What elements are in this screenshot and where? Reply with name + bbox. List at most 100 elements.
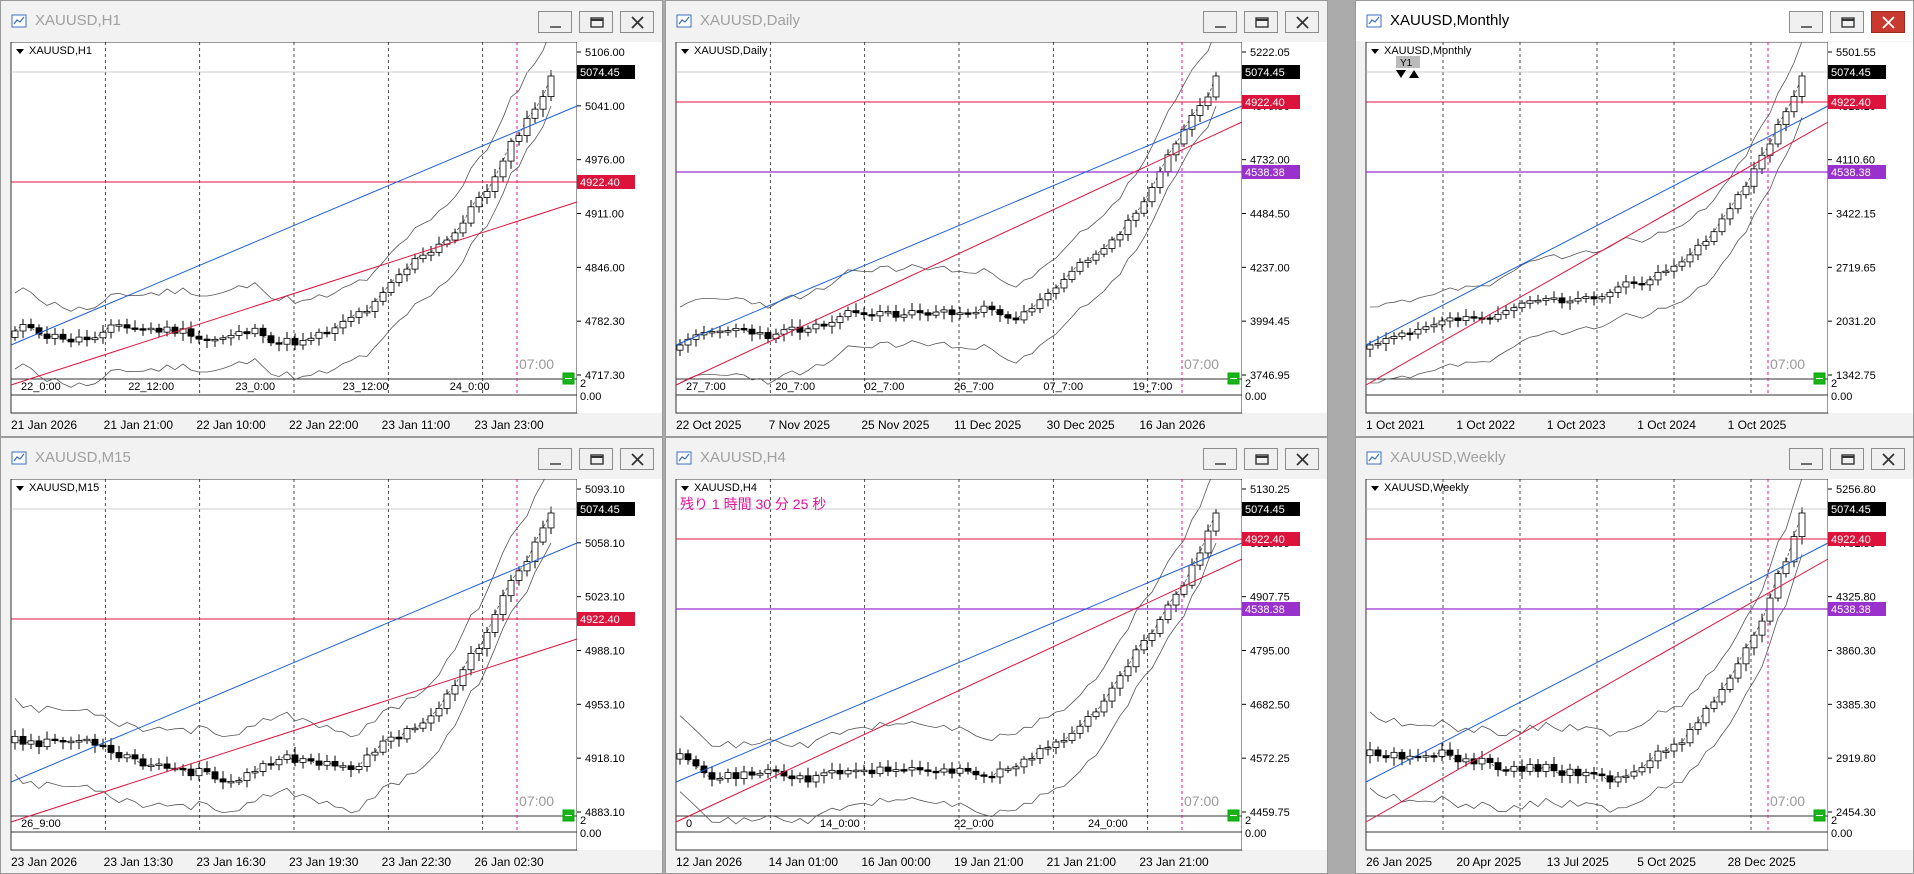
- candle: [123, 751, 131, 763]
- candle: [1742, 643, 1750, 672]
- window-titlebar[interactable]: XAUUSD,H1: [1, 1, 662, 41]
- candle: [748, 324, 756, 342]
- chart-canvas[interactable]: 5093.10 5058.10 5023.10 4988.10 4953.10 4918.…: [1, 479, 662, 874]
- close-button[interactable]: [1871, 11, 1905, 33]
- price-scale-label: 4717.30: [585, 370, 625, 382]
- candle: [1654, 744, 1662, 769]
- candle: [1742, 181, 1750, 199]
- candle: [916, 760, 924, 775]
- maximize-button[interactable]: [1830, 448, 1864, 470]
- candle: [892, 304, 900, 322]
- minimize-button[interactable]: [538, 11, 572, 33]
- candle: [507, 138, 515, 169]
- chart-window-xauusd-daily[interactable]: XAUUSD,Daily4538.385222.054979.504732.00…: [665, 0, 1328, 437]
- candle: [187, 321, 195, 344]
- minimize-button[interactable]: [1789, 11, 1823, 33]
- red-level-tag: 4922.40: [1831, 534, 1871, 546]
- candle: [403, 725, 411, 743]
- candle: [1790, 90, 1798, 118]
- time-axis-label: 23 Jan 22:30: [382, 855, 452, 869]
- candle: [99, 738, 107, 750]
- maximize-button[interactable]: [1830, 11, 1864, 33]
- window-titlebar[interactable]: XAUUSD,M15: [1, 438, 662, 478]
- candle: [11, 730, 19, 750]
- candle: [860, 307, 868, 320]
- window-titlebar[interactable]: XAUUSD,Monthly: [1356, 1, 1913, 41]
- minimize-button[interactable]: [1203, 448, 1237, 470]
- minimize-icon: [1215, 26, 1226, 28]
- chart-canvas[interactable]: 4538.385256.804791.504325.803860.303385.…: [1356, 479, 1913, 874]
- close-button[interactable]: [1285, 448, 1319, 470]
- candle: [964, 308, 972, 318]
- candle: [1012, 311, 1020, 324]
- candle: [1044, 288, 1052, 307]
- bid-price-tag: 5074.45: [1245, 67, 1285, 79]
- candle: [267, 331, 275, 347]
- close-button[interactable]: [1871, 448, 1905, 470]
- candle: [1068, 266, 1076, 283]
- candle: [1758, 147, 1766, 175]
- chart-canvas[interactable]: 4538.385501.554813.104110.603422.152719.…: [1356, 42, 1913, 437]
- candle: [908, 303, 916, 319]
- price-scale-label: 5256.80: [1836, 484, 1876, 496]
- candle: [459, 215, 467, 238]
- candle: [1092, 250, 1100, 265]
- close-button[interactable]: [620, 11, 654, 33]
- candle: [1798, 71, 1806, 104]
- trend-line-red: [675, 558, 1243, 823]
- candle: [1204, 524, 1212, 559]
- candle: [1582, 293, 1590, 303]
- chart-window-xauusd-weekly[interactable]: XAUUSD,Weekly4538.385256.804791.504325.8…: [1355, 437, 1914, 874]
- candle: [884, 305, 892, 317]
- candle: [35, 735, 43, 755]
- chart-canvas[interactable]: 5106.00 5041.00 4976.00 4911.00 4846.00 4782.…: [1, 42, 662, 437]
- candle: [275, 755, 283, 771]
- chart-window-xauusd-h1[interactable]: XAUUSD,H1 5106.00 5041.00 4976.00 4911.00 484…: [0, 0, 663, 437]
- chart-canvas[interactable]: 4538.385130.255020.004907.754795.004682.…: [666, 479, 1327, 874]
- candle: [732, 323, 740, 338]
- candle: [1084, 710, 1092, 733]
- candle: [235, 776, 243, 786]
- price-scale-label: 4988.10: [585, 646, 625, 658]
- candle: [203, 334, 211, 348]
- candle: [1004, 311, 1012, 324]
- candle: [1180, 581, 1188, 598]
- minimize-button[interactable]: [538, 448, 572, 470]
- candle: [1068, 726, 1076, 744]
- time-axis-label: 21 Jan 2026: [11, 418, 77, 432]
- price-scale-label: 4846.00: [585, 262, 625, 274]
- candle: [1670, 738, 1678, 758]
- time-axis-label: 23 Jan 19:30: [289, 855, 359, 869]
- chart-window-xauusd-m15[interactable]: XAUUSD,M15 5093.10 5058.10 5023.10 4988.10 49…: [0, 437, 663, 874]
- close-button[interactable]: [620, 448, 654, 470]
- window-titlebar[interactable]: XAUUSD,H4: [666, 438, 1327, 478]
- candle: [91, 331, 99, 344]
- candle: [395, 268, 403, 287]
- candle: [1100, 693, 1108, 717]
- candle: [1132, 209, 1140, 228]
- chart-canvas[interactable]: 4538.385222.054979.504732.004484.504237.…: [666, 42, 1327, 437]
- maximize-button[interactable]: [1244, 448, 1278, 470]
- minimize-button[interactable]: [1789, 448, 1823, 470]
- trend-line-red: [10, 201, 578, 386]
- minimize-button[interactable]: [1203, 11, 1237, 33]
- chart-window-xauusd-h4[interactable]: XAUUSD,H44538.385130.255020.004907.75479…: [665, 437, 1328, 874]
- candle: [844, 767, 852, 778]
- maximize-icon: [1841, 454, 1855, 465]
- window-titlebar[interactable]: XAUUSD,Daily: [666, 1, 1327, 41]
- bollinger-band-upper: [1369, 479, 1803, 737]
- window-titlebar[interactable]: XAUUSD,Weekly: [1356, 438, 1913, 478]
- maximize-button[interactable]: [579, 11, 613, 33]
- candle: [1116, 231, 1124, 248]
- candle: [1702, 235, 1710, 250]
- candle: [1798, 507, 1806, 545]
- maximize-button[interactable]: [1244, 11, 1278, 33]
- candle: [1084, 256, 1092, 268]
- close-button[interactable]: [1285, 11, 1319, 33]
- candle: [347, 310, 355, 328]
- price-scale-label: 4459.75: [1250, 807, 1290, 819]
- chart-window-xauusd-monthly[interactable]: XAUUSD,Monthly4538.385501.554813.104110.…: [1355, 0, 1914, 437]
- maximize-button[interactable]: [579, 448, 613, 470]
- bid-price-tag: 5074.45: [580, 67, 620, 79]
- candle: [107, 319, 115, 339]
